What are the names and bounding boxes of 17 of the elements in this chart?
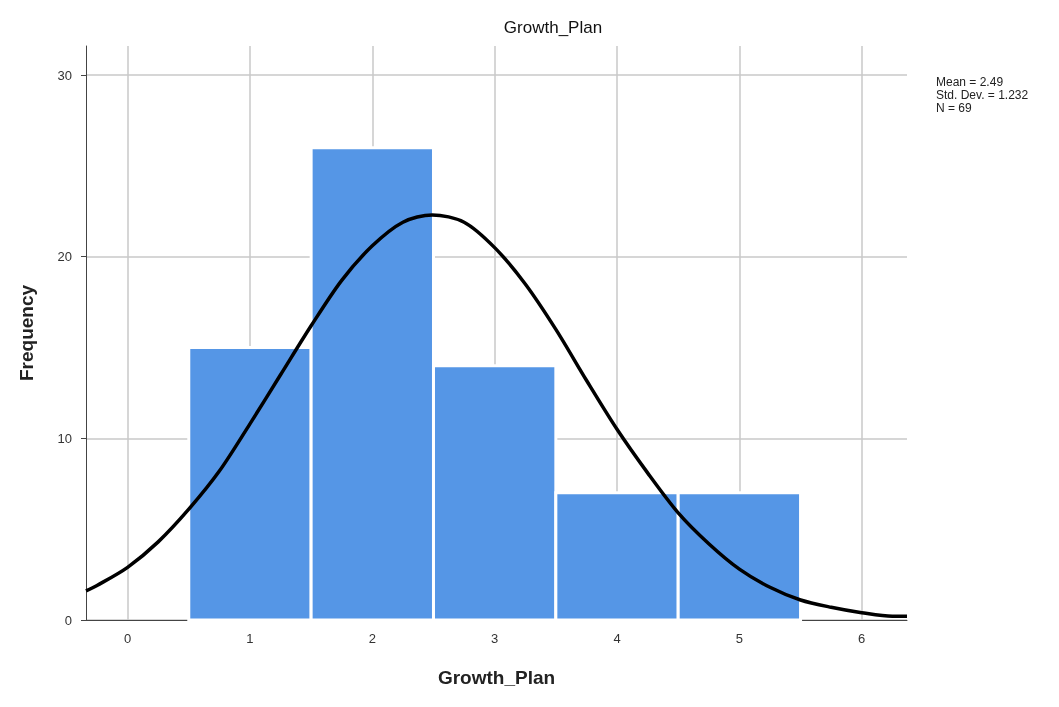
chart-title: Growth_Plan	[503, 18, 603, 37]
text: Mean = 2.49	[936, 75, 1004, 89]
text: N = 69	[936, 101, 973, 115]
x-tick-label: 0	[123, 631, 132, 646]
x-tick-label: 6	[858, 631, 866, 646]
y-axis-title: Frequency	[16, 284, 37, 382]
text: Std. Dev. = 1.232	[936, 88, 1029, 102]
y-tick-label: 10	[57, 430, 72, 446]
y-tick-label: 20	[57, 249, 72, 265]
x-tick-label: 4	[613, 631, 621, 646]
x-tick-label: 2	[368, 631, 376, 646]
y-tick-label: 30	[57, 67, 72, 83]
y-tick-label: 0	[64, 612, 72, 628]
x-tick-label: 3	[491, 631, 499, 646]
x-tick-label: 5	[735, 631, 743, 646]
x-axis-title: Growth_Plan	[437, 667, 556, 688]
x-tick-label: 1	[246, 631, 254, 646]
